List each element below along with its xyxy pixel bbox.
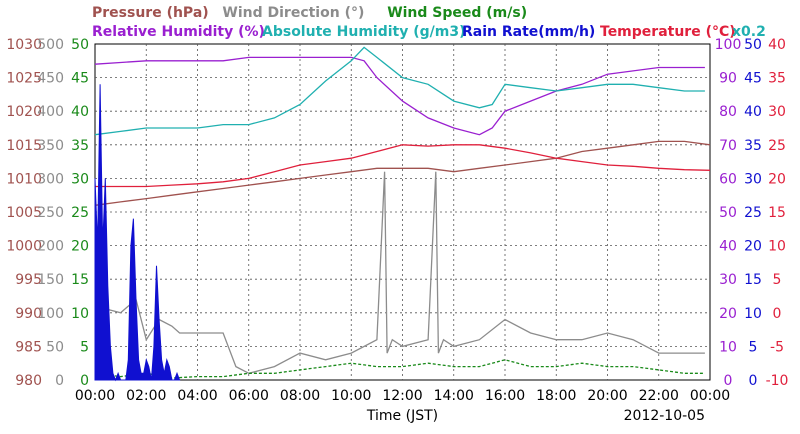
legend-item: Relative Humidity (%): [92, 24, 265, 40]
humidity-tick-label: 90: [719, 71, 737, 87]
x-tick-label: 14:00: [434, 388, 474, 404]
wind_dir-tick-label: 450: [37, 71, 64, 87]
temperature-tick-label: -10: [766, 373, 789, 389]
pressure-tick-label: 1020: [6, 104, 42, 120]
wind_dir-tick-label: 300: [37, 171, 64, 187]
wind_speed-tick-label: 5: [80, 339, 89, 355]
rain-tick-label: 0: [749, 373, 758, 389]
legend-item: Rain Rate(mm/h): [462, 24, 595, 40]
pressure-tick-label: 1025: [6, 71, 42, 87]
wind_speed-tick-label: 20: [71, 239, 89, 255]
rain-tick-label: 35: [744, 138, 762, 154]
rain-tick-label: 30: [744, 171, 762, 187]
x-tick-label: 22:00: [639, 388, 679, 404]
rain-tick-label: 10: [744, 306, 762, 322]
wind_dir-tick-label: 250: [37, 205, 64, 221]
wind_speed-tick-label: 40: [71, 104, 89, 120]
x-tick-label: 00:00: [690, 388, 730, 404]
rain-tick-label: 25: [744, 205, 762, 221]
pressure-tick-label: 1010: [6, 171, 42, 187]
pressure-tick-label: 1000: [6, 239, 42, 255]
rain-tick-label: 15: [744, 272, 762, 288]
x-tick-label: 16:00: [485, 388, 525, 404]
wind_speed-tick-label: 30: [71, 171, 89, 187]
humidity-tick-label: 0: [724, 373, 733, 389]
temperature-c-series: [95, 144, 711, 188]
humidity-tick-label: 30: [719, 272, 737, 288]
wind_dir-tick-label: 350: [37, 138, 64, 154]
wind_dir-tick-label: 0: [55, 373, 64, 389]
wind_speed-tick-label: 35: [71, 138, 89, 154]
rain-tick-label: 45: [744, 71, 762, 87]
temperature-tick-label: 10: [768, 239, 786, 255]
x-tick-label: 10:00: [331, 388, 371, 404]
date-label: 2012-10-05: [624, 408, 705, 424]
legend-item: Pressure (hPa): [92, 5, 209, 21]
x-tick-label: 04:00: [177, 388, 217, 404]
humidity-tick-label: 70: [719, 138, 737, 154]
wind-speed-m-s-series: [94, 359, 705, 379]
x-tick-label: 02:00: [126, 388, 166, 404]
legend-item: Wind Direction (°): [222, 5, 364, 21]
wind-direction-series: [94, 171, 705, 374]
pressure-tick-label: 990: [15, 306, 42, 322]
legend-item: Absolute Humidity (g/m3): [262, 24, 465, 40]
legend-item: x0.2: [732, 24, 766, 40]
rain-tick-label: 40: [744, 104, 762, 120]
temperature-tick-label: -5: [770, 339, 784, 355]
temperature-tick-label: 20: [768, 171, 786, 187]
humidity-tick-label: 60: [719, 171, 737, 187]
temperature-tick-label: 35: [768, 71, 786, 87]
pressure-tick-label: 980: [15, 373, 42, 389]
temperature-tick-label: 40: [768, 37, 786, 53]
wind_dir-tick-label: 400: [37, 104, 64, 120]
pressure-tick-label: 1030: [6, 37, 42, 53]
pressure-tick-label: 985: [15, 339, 42, 355]
humidity-tick-label: 100: [715, 37, 742, 53]
rain-tick-label: 50: [744, 37, 762, 53]
pressure-tick-label: 1005: [6, 205, 42, 221]
grid-lines: [95, 44, 710, 380]
pressure-tick-label: 1015: [6, 138, 42, 154]
rain-tick-label: 5: [749, 339, 758, 355]
wind_speed-tick-label: 15: [71, 272, 89, 288]
wind_speed-tick-label: 0: [80, 373, 89, 389]
wind_dir-tick-label: 200: [37, 239, 64, 255]
humidity-tick-label: 80: [719, 104, 737, 120]
temperature-tick-label: 0: [773, 306, 782, 322]
wind_dir-tick-label: 500: [37, 37, 64, 53]
wind_dir-tick-label: 150: [37, 272, 64, 288]
rain-tick-label: 20: [744, 239, 762, 255]
wind_speed-tick-label: 50: [71, 37, 89, 53]
humidity-tick-label: 20: [719, 306, 737, 322]
wind_dir-tick-label: 100: [37, 306, 64, 322]
humidity-tick-label: 50: [719, 205, 737, 221]
x-tick-label: 18:00: [536, 388, 576, 404]
temperature-tick-label: 5: [773, 272, 782, 288]
pressure-hpa-series: [94, 140, 711, 206]
wind_speed-tick-label: 45: [71, 71, 89, 87]
wind_speed-tick-label: 25: [71, 205, 89, 221]
x-tick-label: 20:00: [587, 388, 627, 404]
legend-item: Wind Speed (m/s): [387, 5, 527, 21]
x-axis-label: Time (JST): [366, 408, 438, 424]
x-tick-label: 12:00: [382, 388, 422, 404]
pressure-tick-label: 995: [15, 272, 42, 288]
humidity-tick-label: 10: [719, 339, 737, 355]
temperature-tick-label: 15: [768, 205, 786, 221]
wind_speed-tick-label: 10: [71, 306, 89, 322]
x-tick-label: 08:00: [280, 388, 320, 404]
temperature-tick-label: 30: [768, 104, 786, 120]
rain-rate-series: [94, 84, 181, 382]
absolute-humidity-g-m-series: [94, 46, 705, 136]
temperature-tick-label: 25: [768, 138, 786, 154]
relative-humidity-series: [94, 56, 705, 136]
wind_dir-tick-label: 50: [46, 339, 64, 355]
humidity-tick-label: 40: [719, 239, 737, 255]
x-tick-label: 06:00: [229, 388, 269, 404]
x-tick-label: 00:00: [75, 388, 115, 404]
legend-item: Temperature (°C): [600, 24, 736, 40]
